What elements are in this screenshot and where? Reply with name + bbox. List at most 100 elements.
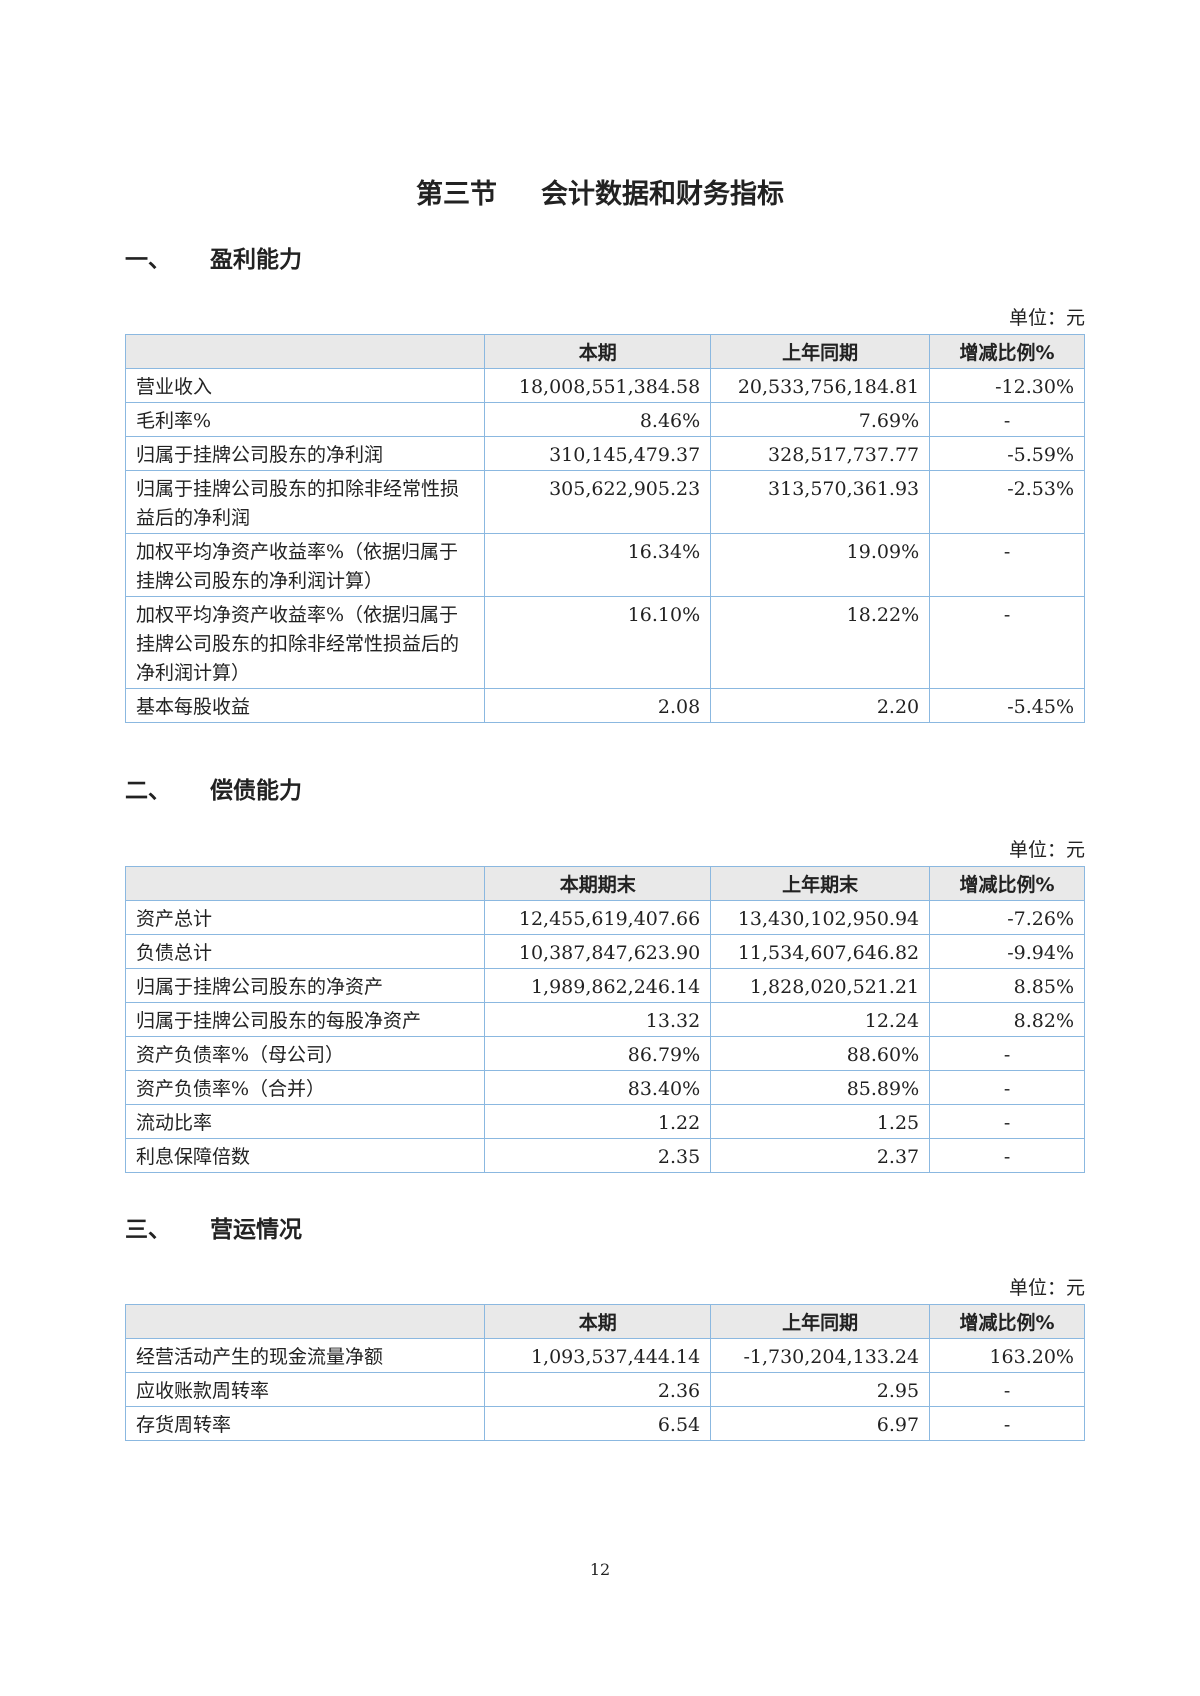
column-header: 本期期末 [484, 866, 712, 901]
section-heading-number: 三、 [125, 1217, 171, 1243]
value-cell: 1.25 [710, 1104, 931, 1139]
column-header [124, 334, 486, 369]
row-label: 流动比率 [124, 1104, 486, 1139]
row-label: 经营活动产生的现金流量净额 [124, 1338, 486, 1373]
value-cell: 2.35 [484, 1138, 712, 1173]
change-percent: - [929, 533, 1085, 597]
value-cell: 18,008,551,384.58 [484, 368, 712, 403]
column-header: 上年同期 [710, 1304, 931, 1339]
section-heading: 一、 盈利能力 [125, 240, 302, 274]
column-header: 上年期末 [710, 866, 931, 901]
value-cell: 2.36 [484, 1372, 712, 1407]
section-heading: 三、 营运情况 [125, 1210, 302, 1244]
table-row: 应收账款周转率 2.36 2.95- [124, 1372, 1085, 1407]
value-cell: 1.22 [484, 1104, 712, 1139]
table-row: 负债总计 10,387,847,623.90 11,534,607,646.82 -9… [124, 934, 1085, 969]
value-cell: 6.54 [484, 1406, 712, 1441]
value-cell: 12,455,619,407.66 [484, 900, 712, 935]
value-cell: 16.10% [484, 596, 712, 689]
table-row: 流动比率 1.22 1.25- [124, 1104, 1085, 1139]
section-heading-text: 偿债能力 [210, 778, 302, 804]
value-cell: 2.37 [710, 1138, 931, 1173]
page-number: 12 [589, 1560, 611, 1579]
row-label: 毛利率% [124, 402, 486, 437]
table-row: 毛利率% 8.46% 7.69% - [124, 402, 1085, 437]
section-heading-number: 二、 [125, 778, 171, 804]
value-cell: 7.69% [710, 402, 931, 437]
row-label: 加权平均净资产收益率%（依据归属于挂牌公司股东的扣除非经常性损益后的净利润计算） [124, 596, 486, 689]
table-row: 归属于挂牌公司股东的净利润 310,145,479.37 328,517,737.7… [124, 436, 1085, 471]
value-cell: 83.40% [484, 1070, 712, 1105]
column-header: 增减比例% [929, 866, 1085, 901]
change-percent: -12.30% [929, 368, 1085, 403]
change-percent: 8.85% [929, 968, 1085, 1003]
change-percent: 8.82% [929, 1002, 1085, 1037]
value-cell: 10,387,847,623.90 [484, 934, 712, 969]
column-header: 增减比例% [929, 1304, 1085, 1339]
financial-table: 本期 上年同期 增减比例% 营业收入 18,008,551,384.58 20,533,7… [124, 334, 1085, 723]
value-cell: 305,622,905.23 [484, 470, 712, 534]
page-title: 第三节 会计数据和财务指标 [0, 172, 1200, 211]
row-label: 营业收入 [124, 368, 486, 403]
section-heading-text: 盈利能力 [210, 247, 302, 273]
value-cell: 18.22% [710, 596, 931, 689]
row-label: 加权平均净资产收益率%（依据归属于挂牌公司股东的净利润计算） [124, 533, 486, 597]
row-label: 资产负债率%（母公司） [124, 1036, 486, 1071]
table-row: 加权平均净资产收益率%（依据归属于挂牌公司股东的扣除非经常性损益后的净利润计算）… [124, 596, 1085, 689]
change-percent: - [929, 1138, 1085, 1173]
table-row: 加权平均净资产收益率%（依据归属于挂牌公司股东的净利润计算） 16.34% 19.0… [124, 533, 1085, 597]
value-cell: 20,533,756,184.81 [710, 368, 931, 403]
change-percent: - [929, 1104, 1085, 1139]
table-row: 资产总计 12,455,619,407.66 13,430,102,950.94 -7… [124, 900, 1085, 935]
section-heading-number: 一、 [125, 247, 171, 273]
value-cell: 2.95 [710, 1372, 931, 1407]
change-percent: - [929, 1406, 1085, 1441]
value-cell: 16.34% [484, 533, 712, 597]
value-cell: 85.89% [710, 1070, 931, 1105]
table-row: 资产负债率%（母公司） 86.79% 88.60% - [124, 1036, 1085, 1071]
change-percent: -7.26% [929, 900, 1085, 935]
value-cell: 1,989,862,246.14 [484, 968, 712, 1003]
column-header [124, 866, 486, 901]
value-cell: -1,730,204,133.24 [710, 1338, 931, 1373]
table-header-row: 本期 上年同期 增减比例% [124, 1304, 1085, 1339]
table-row: 基本每股收益 2.08 2.20 -5.45% [124, 688, 1085, 723]
column-header: 上年同期 [710, 334, 931, 369]
row-label: 存货周转率 [124, 1406, 486, 1441]
change-percent: - [929, 1036, 1085, 1071]
change-percent: - [929, 402, 1085, 437]
value-cell: 8.46% [484, 402, 712, 437]
change-percent: 163.20% [929, 1338, 1085, 1373]
value-cell: 313,570,361.93 [710, 470, 931, 534]
column-header [124, 1304, 486, 1339]
unit-label: 单位：元 [1008, 307, 1085, 329]
column-header: 本期 [484, 1304, 712, 1339]
change-percent: -5.59% [929, 436, 1085, 471]
value-cell: 13.32 [484, 1002, 712, 1037]
row-label: 资产总计 [124, 900, 486, 935]
table-row: 经营活动产生的现金流量净额 1,093,537,444.14 -1,730,204,… [124, 1338, 1085, 1373]
change-percent: - [929, 596, 1085, 689]
value-cell: 1,828,020,521.21 [710, 968, 931, 1003]
table-row: 利息保障倍数 2.35 2.37- [124, 1138, 1085, 1173]
section-name: 会计数据和财务指标 [541, 179, 784, 210]
section-number: 第三节 [416, 179, 497, 210]
row-label: 归属于挂牌公司股东的每股净资产 [124, 1002, 486, 1037]
section-heading: 二、 偿债能力 [125, 771, 302, 805]
table-row: 营业收入 18,008,551,384.58 20,533,756,184.81 -1… [124, 368, 1085, 403]
unit-label: 单位：元 [1008, 839, 1085, 861]
value-cell: 6.97 [710, 1406, 931, 1441]
financial-table: 本期期末 上年期末 增减比例% 资产总计 12,455,619,407.66 13,430… [124, 866, 1085, 1173]
table-header-row: 本期期末 上年期末 增减比例% [124, 866, 1085, 901]
table-row: 存货周转率 6.54 6.97- [124, 1406, 1085, 1441]
value-cell: 19.09% [710, 533, 931, 597]
value-cell: 328,517,737.77 [710, 436, 931, 471]
value-cell: 2.08 [484, 688, 712, 723]
value-cell: 2.20 [710, 688, 931, 723]
row-label: 归属于挂牌公司股东的净利润 [124, 436, 486, 471]
value-cell: 310,145,479.37 [484, 436, 712, 471]
row-label: 利息保障倍数 [124, 1138, 486, 1173]
change-percent: - [929, 1372, 1085, 1407]
row-label: 应收账款周转率 [124, 1372, 486, 1407]
table-row: 归属于挂牌公司股东的扣除非经常性损益后的净利润 305,622,905.23 313… [124, 470, 1085, 534]
